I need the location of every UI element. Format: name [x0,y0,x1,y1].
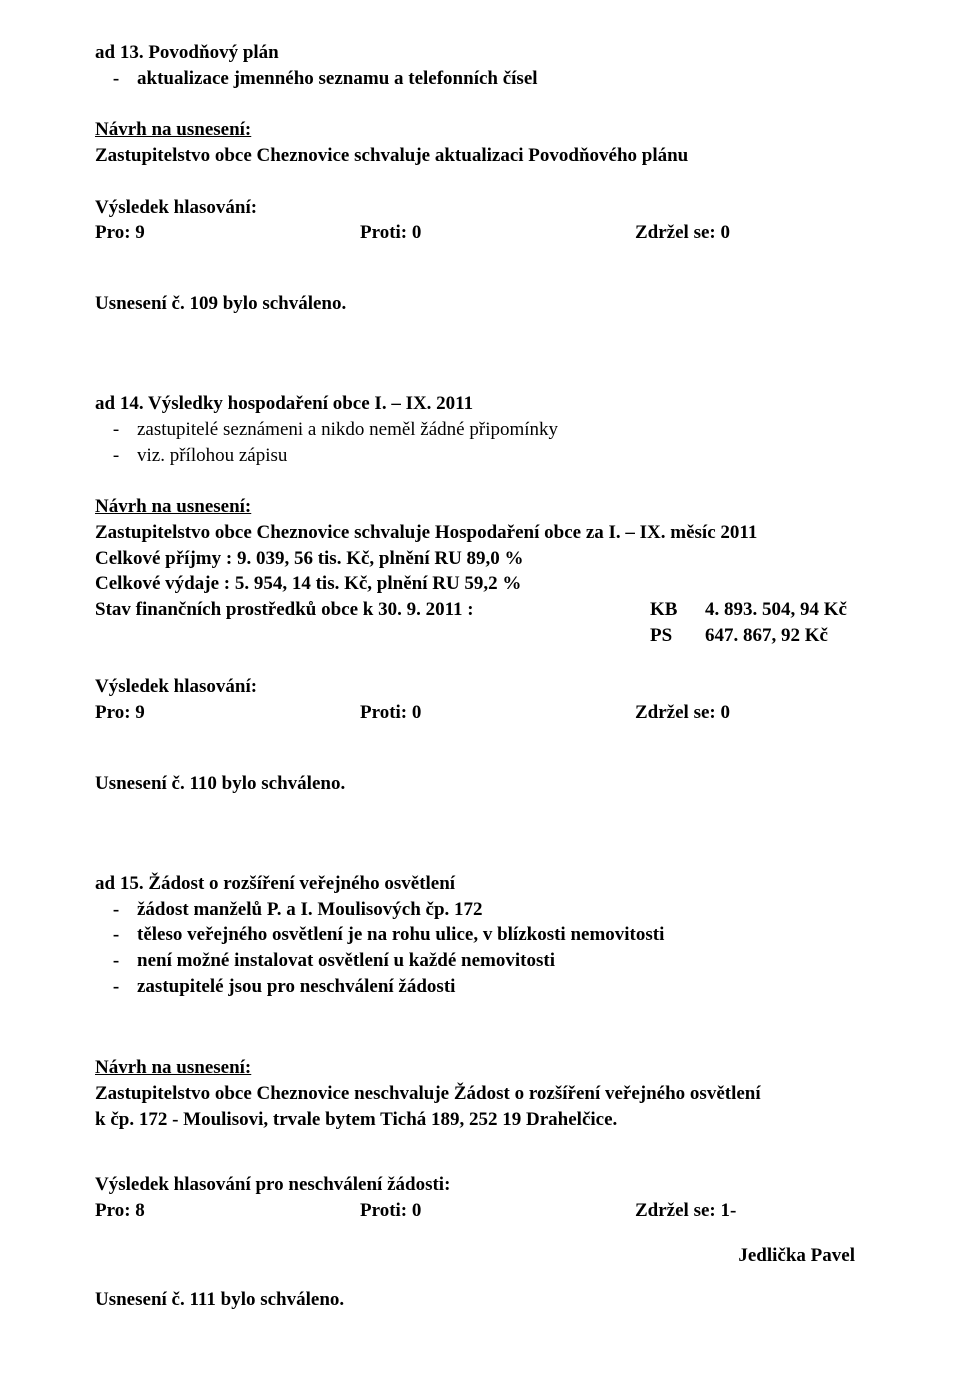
ad13-heading-rest: Povodňový plán [144,42,279,63]
bullet-dash-icon: - [95,948,137,974]
ad15-usneseni: Usnesení č. 111 bylo schváleno. [95,1287,865,1313]
ad13-vote-row: Pro: 9 Proti: 0 Zdržel se: 0 [95,220,865,246]
ad13-vysledek: Výsledek hlasování: [95,195,865,221]
ad14-bullet-2: viz. přílohou zápisu [137,443,865,469]
ad15-heading: ad 15. Žádost o rozšíření veřejného osvě… [95,871,865,897]
ad13-resolution: Zastupitelstvo obce Cheznovice schvaluje… [95,143,865,169]
bullet-dash-icon: - [95,66,137,92]
ad14-stav-label: Stav finančních prostředků obce k 30. 9.… [95,597,650,623]
bullet-dash-icon: - [95,922,137,948]
ad15-jedlicka: Jedlička Pavel [95,1243,865,1269]
ad15-vysledek: Výsledek hlasování pro neschválení žádos… [95,1172,865,1198]
ad14-vysledek: Výsledek hlasování: [95,674,865,700]
ad15-navrh-heading: Návrh na usnesení: [95,1055,865,1081]
bullet-dash-icon: - [95,443,137,469]
ad14-vote-row: Pro: 9 Proti: 0 Zdržel se: 0 [95,700,865,726]
ad14-usneseni: Usnesení č. 110 bylo schváleno. [95,771,865,797]
ad13-vote-zdr: Zdržel se: 0 [635,220,730,246]
ad14-bullet-row-2: - viz. přílohou zápisu [95,443,865,469]
ad15-bullet-row-3: - není možné instalovat osvětlení u každ… [95,948,865,974]
ad15-res-line1: Zastupitelstvo obce Cheznovice neschvalu… [95,1081,865,1107]
ad15-bullet-1: žádost manželů P. a I. Moulisových čp. 1… [137,897,865,923]
ad14-bullet-row-1: - zastupitelé seznámeni a nikdo neměl žá… [95,417,865,443]
ad14-vote-pro: Pro: 9 [95,700,360,726]
ad14-kb-label: KB [650,597,705,623]
ad14-stav-row-kb: Stav finančních prostředků obce k 30. 9.… [95,597,865,623]
ad14-vote-proti: Proti: 0 [360,700,635,726]
ad14-ps-val: 647. 867, 92 Kč [705,623,828,649]
ad15-res-line2: k čp. 172 - Moulisovi, trvale bytem Tich… [95,1107,865,1133]
ad14-stav-row-ps: PS 647. 867, 92 Kč [95,623,865,649]
ad13-vote-proti: Proti: 0 [360,220,635,246]
ad15-bullet-4: zastupitelé jsou pro neschválení žádosti [137,974,865,1000]
bullet-dash-icon: - [95,417,137,443]
ad15-vote-zdr: Zdržel se: 1- [635,1198,736,1224]
ad14-ps-label: PS [650,623,705,649]
ad14-vote-zdr: Zdržel se: 0 [635,700,730,726]
ad14-kb-val: 4. 893. 504, 94 Kč [705,597,847,623]
ad15-vote-proti: Proti: 0 [360,1198,635,1224]
ad14-line1: Zastupitelstvo obce Cheznovice schvaluje… [95,520,865,546]
ad15-bullet-row-2: - těleso veřejného osvětlení je na rohu … [95,922,865,948]
ad15-vote-pro: Pro: 8 [95,1198,360,1224]
bullet-dash-icon: - [95,897,137,923]
ad13-bullet-row: - aktualizace jmenného seznamu a telefon… [95,66,865,92]
ad14-stav-spacer [95,623,650,649]
ad13-usneseni: Usnesení č. 109 bylo schváleno. [95,291,865,317]
ad13-heading-prefix: ad 13. [95,42,144,63]
ad13-navrh-heading: Návrh na usnesení: [95,117,865,143]
ad13-vote-pro: Pro: 9 [95,220,360,246]
bullet-dash-icon: - [95,974,137,1000]
ad14-line3: Celkové výdaje : 5. 954, 14 tis. Kč, pln… [95,571,865,597]
ad15-bullet-row-1: - žádost manželů P. a I. Moulisových čp.… [95,897,865,923]
ad13-bullet-text: aktualizace jmenného seznamu a telefonní… [137,66,865,92]
ad14-bullet-1: zastupitelé seznámeni a nikdo neměl žádn… [137,417,865,443]
ad15-vote-row: Pro: 8 Proti: 0 Zdržel se: 1- [95,1198,865,1224]
ad15-bullet-row-4: - zastupitelé jsou pro neschválení žádos… [95,974,865,1000]
ad15-bullet-3: není možné instalovat osvětlení u každé … [137,948,865,974]
ad14-navrh-heading: Návrh na usnesení: [95,494,865,520]
ad14-line2: Celkové příjmy : 9. 039, 56 tis. Kč, pln… [95,546,865,572]
ad13-heading: ad 13. Povodňový plán [95,40,865,66]
ad14-heading: ad 14. Výsledky hospodaření obce I. – IX… [95,391,865,417]
ad15-bullet-2: těleso veřejného osvětlení je na rohu ul… [137,922,865,948]
